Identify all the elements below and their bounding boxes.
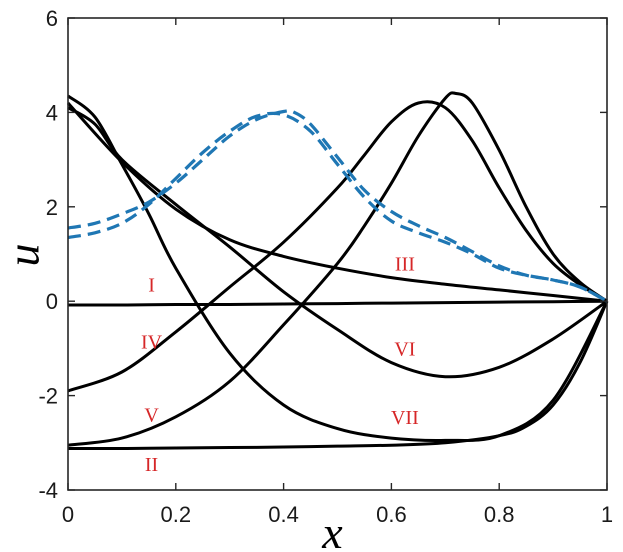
solid-curve-7 [67, 94, 609, 443]
curve-label-vii: VII [391, 407, 419, 429]
x-tick-label: 0.8 [484, 502, 515, 527]
x-tick-label: 0.4 [268, 502, 299, 527]
y-tick-label: 2 [46, 195, 58, 220]
curve-label-ii: II [145, 454, 158, 476]
y-tick-label: 6 [46, 6, 58, 31]
y-tick-label: 4 [46, 100, 58, 125]
y-axis-label: u [0, 244, 49, 267]
y-tick-label: -2 [38, 384, 58, 409]
x-tick-label: 0.2 [161, 502, 192, 527]
curves-layer [66, 91, 609, 450]
y-tick-label: -4 [38, 478, 58, 503]
solid-curve-3 [66, 101, 608, 303]
ticks-layer: 0 0.2 0.4 0.6 0.8 1 -4 -2 0 2 4 6 [38, 6, 613, 527]
curve-label-iv: IV [141, 331, 163, 353]
solid-curve-5 [67, 91, 608, 447]
x-tick-label: 1 [601, 502, 613, 527]
x-tick-label: 0 [62, 502, 74, 527]
plot-frame [67, 17, 608, 491]
solid-curve-2 [68, 300, 609, 450]
solid-curve-4 [67, 100, 608, 393]
x-axis-label: x [321, 507, 343, 552]
x-tick-label: 0.6 [376, 502, 407, 527]
curve-label-vi: VI [394, 338, 415, 360]
curve-label-i: I [148, 275, 155, 297]
curve-label-v: V [144, 404, 159, 426]
dashed-curve-9 [67, 111, 608, 303]
curve-label-iii: III [395, 253, 415, 275]
solid-curve-1 [67, 299, 608, 307]
y-tick-label: 0 [46, 289, 58, 314]
solid-curve-6 [67, 106, 608, 379]
